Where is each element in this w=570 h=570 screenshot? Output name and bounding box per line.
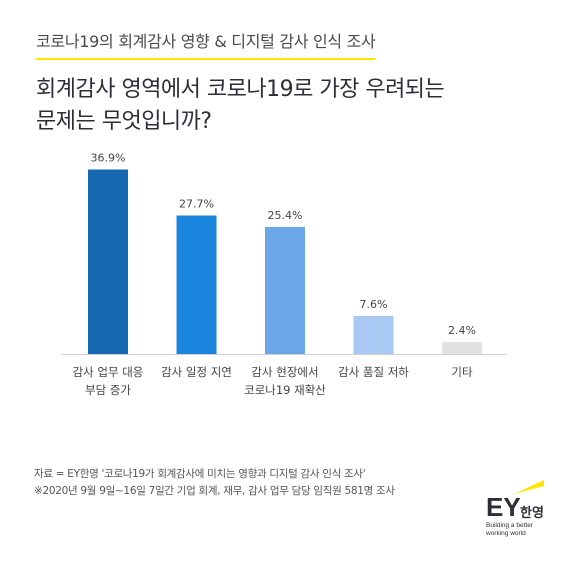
header: 코로나19의 회계감사 영향 & 디지털 감사 인식 조사 회계감사 영역에서 … xyxy=(36,28,536,138)
category-label-0-0: 감사 업무 대응 xyxy=(73,365,144,379)
logo-beam-icon xyxy=(514,480,544,494)
bar-0 xyxy=(88,169,128,354)
category-label-2-1: 코로나19 재확산 xyxy=(244,383,326,397)
bar-3 xyxy=(353,316,394,354)
data-label-3: 7.6% xyxy=(360,298,388,311)
logo-korean-text: 한영 xyxy=(520,506,544,521)
bar-2 xyxy=(265,227,305,354)
bar-1 xyxy=(176,215,217,354)
category-label-4-0: 기타 xyxy=(451,365,473,379)
category-label-1-0: 감사 일정 지연 xyxy=(161,365,232,379)
bar-4 xyxy=(442,342,482,354)
data-label-4: 2.4% xyxy=(448,324,476,337)
logo-ey-text: EY xyxy=(486,492,521,522)
category-label-3-0: 감사 품질 저하 xyxy=(338,365,409,379)
survey-note: ※2020년 9월 9일~16일 7일간 기업 회계, 재무, 감사 업무 담당… xyxy=(34,485,395,497)
source-note: 자료 = EY한영 '코로나19가 회계감사에 미치는 영향과 디지털 감사 인… xyxy=(34,468,366,480)
data-label-0: 36.9% xyxy=(91,152,126,165)
data-label-2: 25.4% xyxy=(268,209,303,222)
category-label-0-1: 부담 증가 xyxy=(85,383,131,397)
category-label-2-0: 감사 현장에서 xyxy=(251,365,318,379)
data-label-1: 27.7% xyxy=(179,198,214,211)
ey-logo: EY 한영 Building a better working world xyxy=(478,472,548,542)
chart-question-title: 회계감사 영역에서 코로나19로 가장 우려되는 문제는 무엇입니까? xyxy=(36,77,445,134)
footer: 자료 = EY한영 '코로나19가 회계감사에 미치는 영향과 디지털 감사 인… xyxy=(34,466,395,500)
survey-subtitle: 코로나19의 회계감사 영향 & 디지털 감사 인식 조사 xyxy=(36,28,376,60)
logo-tagline: Building a better working world xyxy=(486,522,533,537)
